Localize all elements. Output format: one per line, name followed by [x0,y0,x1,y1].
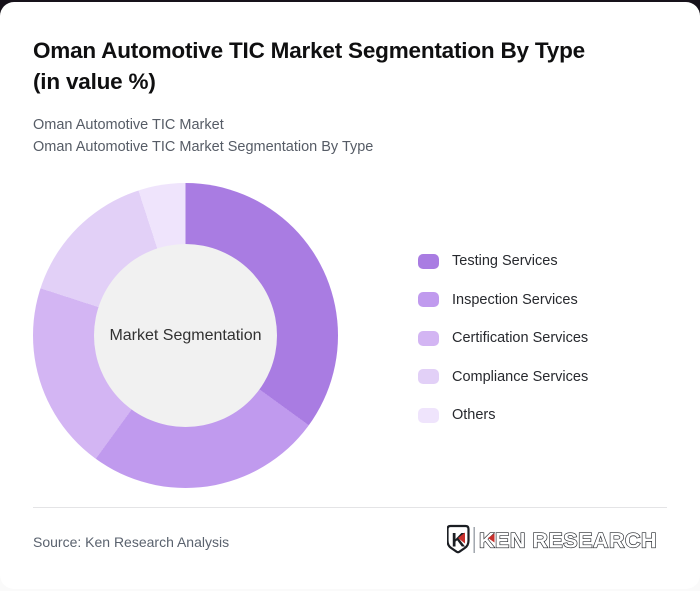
page-title: Oman Automotive TIC Market Segmentation … [33,35,673,97]
shield-red-triangle [458,532,465,544]
page-title-line1: Oman Automotive TIC Market Segmentation … [33,38,585,63]
legend-label: Certification Services [452,330,589,346]
legend-item-certification-services: Certification Services [418,330,588,346]
donut-center: Market Segmentation [94,244,277,427]
legend-item-others: Others [418,407,588,423]
legend-label: Others [452,407,496,423]
chart-subtitle-line1: Oman Automotive TIC Market [33,117,224,133]
footer-divider [33,507,667,508]
logo-divider [473,527,475,553]
legend-item-compliance-services: Compliance Services [418,369,588,385]
svg-text:KEN RESEARCH: KEN RESEARCH [479,529,657,553]
legend-label: Compliance Services [452,368,589,385]
legend-swatch [418,253,439,269]
donut-center-label: Market Segmentation [109,326,262,344]
ken-research-wordmark: KEN RESEARCH [478,528,657,553]
legend-swatch [418,330,439,346]
chart-subtitle-line2: Oman Automotive TIC Market Segmentation … [33,139,374,155]
chart-legend: Testing Services Inspection Services Cer… [418,253,588,423]
legend-swatch [418,369,439,384]
page-title-line2: (in value %) [33,69,156,94]
wordmark-red-triangle [488,533,495,543]
legend-item-testing-services: Testing Services [418,253,588,269]
legend-label: Testing Services [452,253,558,269]
legend-label: Inspection Services [452,291,578,308]
ken-research-shield-icon: K [447,524,470,554]
legend-swatch [418,407,439,423]
chart-subtitle: Oman Automotive TIC Market Oman Automoti… [33,114,373,158]
legend-swatch [418,292,439,307]
donut-chart: Market Segmentation [33,183,338,488]
source-note: Source: Ken Research Analysis [33,534,230,550]
ken-research-logo: K KEN RESEARCH [447,524,657,554]
legend-item-inspection-services: Inspection Services [418,292,588,308]
